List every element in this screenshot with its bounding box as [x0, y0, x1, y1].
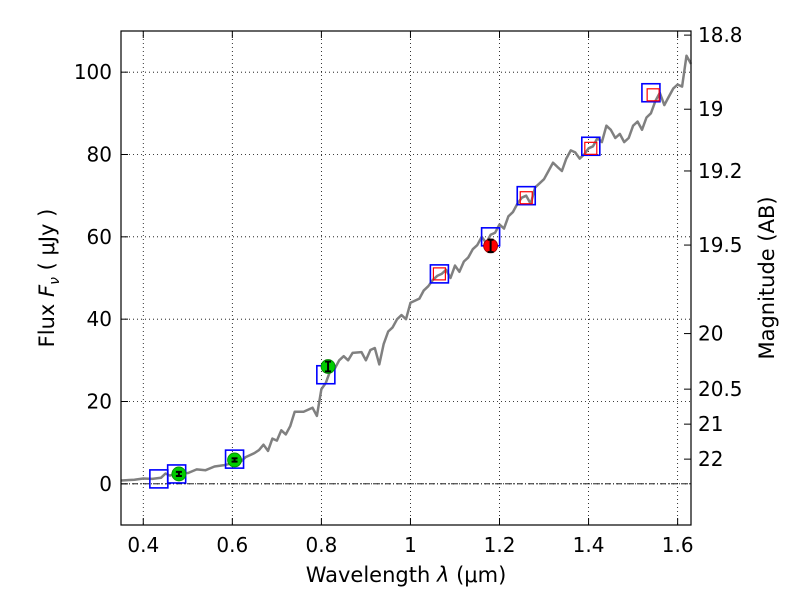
red-square-marker [519, 191, 533, 205]
x-tick-label: 1.6 [662, 533, 694, 557]
grid-layer [121, 31, 691, 525]
x-tick-label: 0.4 [127, 533, 159, 557]
mag-tick-label: 21 [698, 412, 723, 436]
x-tick-label: 1.4 [573, 533, 605, 557]
blue-square-marker [429, 264, 450, 284]
blue-square-marker [516, 185, 537, 206]
x-tick-label: 0.6 [216, 533, 248, 557]
red-square-marker [432, 267, 446, 281]
plot-frame [120, 30, 692, 526]
x-tick-label: 1 [404, 533, 417, 557]
y-tick-label: 80 [87, 143, 112, 167]
mag-tick-label: 20 [698, 322, 723, 346]
mag-tick-label: 18.8 [698, 23, 743, 47]
x-tick-label: 0.8 [305, 533, 337, 557]
y-axis-title: Flux Fν ( μJy ) [35, 209, 63, 348]
red-square-marker [584, 141, 598, 155]
spectrum-line [120, 54, 693, 482]
y-tick-label: 0 [99, 472, 112, 496]
red-square-marker [646, 88, 660, 102]
mag-tick-label: 19.5 [698, 233, 743, 257]
blue-square-marker [581, 136, 601, 157]
data-layer [120, 54, 693, 489]
mag-tick-label: 19 [698, 97, 723, 121]
y-tick-label: 40 [87, 307, 112, 331]
y-tick-label: 60 [87, 225, 112, 249]
mag-tick-label: 22 [698, 447, 723, 471]
mag-tick-label: 20.5 [698, 377, 743, 401]
mag-tick-label: 19.2 [698, 159, 743, 183]
blue-square-marker [224, 449, 245, 469]
x-tick-label: 1.2 [484, 533, 516, 557]
y2-axis-title: Magnitude (AB) [755, 196, 779, 359]
x-axis-title: Wavelength λ (μm) [306, 563, 507, 587]
y-tick-label: 20 [87, 390, 112, 414]
blue-square-marker [641, 82, 661, 103]
y-tick-label: 100 [74, 60, 112, 84]
tick-layer: 0.4 0.6 0.8 1 1.2 1.4 1.6 0 20 40 60 80 100 18.8 19 19.… [74, 23, 743, 557]
